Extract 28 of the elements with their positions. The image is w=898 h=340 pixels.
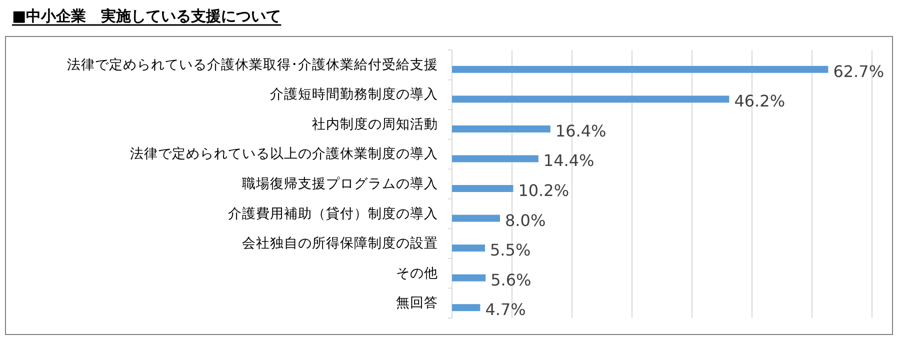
bar — [452, 96, 730, 103]
bar — [452, 274, 486, 282]
y-tick-label: 会社独自の所得保障制度の設置 — [242, 236, 438, 252]
bar — [452, 185, 514, 192]
data-label: 4.7% — [485, 300, 526, 320]
bar — [452, 244, 485, 252]
y-tick-label: 介護費用補助（貸付）制度の導入 — [228, 206, 438, 222]
y-tick-label: 社内制度の周知活動 — [312, 116, 438, 132]
data-label: 5.5% — [490, 240, 531, 260]
text: ■中小企業 実施している支援について — [12, 7, 282, 25]
y-tick-label: 法律で定められている介護休業取得･介護休業給付受給支援 — [67, 56, 438, 73]
data-label: 5.6% — [490, 270, 532, 290]
data-label: 10.2% — [518, 181, 570, 200]
bar — [452, 155, 538, 162]
bar — [452, 66, 828, 73]
data-label: 16.4% — [555, 121, 606, 140]
y-tick-label: 職場復帰支援プログラムの導入 — [242, 176, 438, 192]
y-tick-label: 介護短時間勤務制度の導入 — [270, 86, 438, 103]
data-label: 8.0% — [505, 210, 546, 230]
y-tick-label: 法律で定められている以上の介護休業制度の導入 — [130, 146, 438, 162]
data-label: 62.7% — [833, 62, 884, 81]
data-label: 14.4% — [543, 151, 594, 170]
data-label: 46.2% — [734, 92, 786, 111]
y-tick-label: 無回答 — [396, 295, 438, 312]
bar — [452, 214, 500, 222]
bar — [452, 304, 480, 312]
y-tick-label: その他 — [396, 265, 438, 282]
bar — [452, 125, 550, 132]
